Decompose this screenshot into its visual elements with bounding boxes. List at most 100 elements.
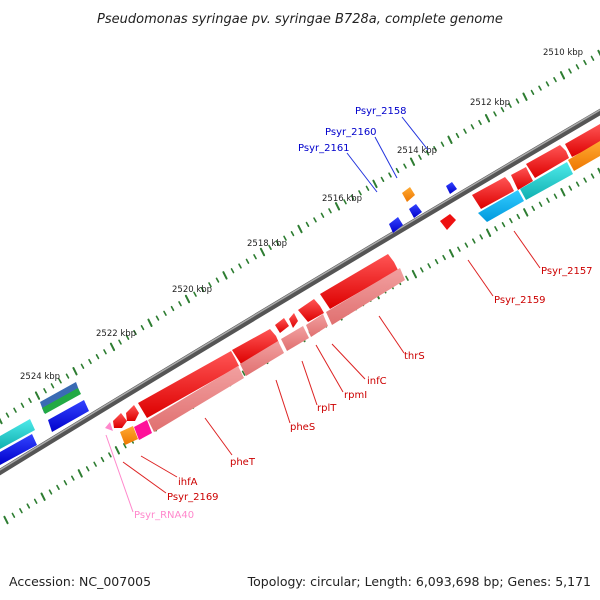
callout-lines bbox=[105, 116, 541, 513]
gene-bar[interactable] bbox=[326, 268, 405, 325]
gene-arrow-psyr-2160[interactable] bbox=[402, 187, 415, 202]
ruler-tick bbox=[283, 235, 287, 241]
ruler-tick bbox=[85, 466, 90, 472]
gene-arrows-reverse-small bbox=[389, 182, 457, 233]
gene-label-rpmI[interactable]: rpmI bbox=[344, 390, 367, 401]
gene-arrow[interactable] bbox=[0, 419, 35, 449]
ruler-tick bbox=[372, 179, 378, 189]
gene-arrow-psyr-2158[interactable] bbox=[446, 182, 457, 194]
ruler-label-2516: 2516 kbp bbox=[322, 194, 362, 204]
gene-label-psyr-2161[interactable]: Psyr_2161 bbox=[298, 143, 350, 154]
gene-label-psyr-2159[interactable]: Psyr_2159 bbox=[494, 295, 546, 306]
ruler-tick bbox=[63, 480, 68, 486]
ruler-tick bbox=[365, 185, 370, 191]
ruler-tick bbox=[546, 197, 550, 203]
ruler-tick bbox=[108, 452, 112, 458]
ruler-tick bbox=[178, 301, 182, 307]
ruler-tick bbox=[486, 228, 492, 237]
ruler-tick bbox=[590, 55, 595, 61]
ruler-tick bbox=[109, 342, 116, 352]
ruler-tick bbox=[463, 128, 467, 134]
gene-bar[interactable] bbox=[120, 426, 138, 445]
gene-arrow[interactable] bbox=[565, 124, 600, 157]
gene-arrow[interactable] bbox=[472, 177, 514, 209]
trna-arrow-psyr-rna40[interactable] bbox=[105, 422, 113, 431]
gene-arrow[interactable] bbox=[568, 141, 600, 171]
gene-arrow[interactable] bbox=[520, 162, 573, 200]
ruler-tick bbox=[334, 202, 341, 211]
ruler-tick bbox=[118, 339, 122, 345]
gene-arrow[interactable] bbox=[48, 400, 89, 432]
ruler-tick bbox=[343, 199, 347, 205]
gene-bar[interactable] bbox=[281, 326, 309, 351]
ruler-tick bbox=[40, 492, 46, 501]
gene-label-psyr-2157[interactable]: Psyr_2157 bbox=[541, 266, 593, 277]
ruler-tick bbox=[464, 242, 469, 248]
gene-label-psyr-rna40[interactable]: Psyr_RNA40 bbox=[134, 510, 194, 521]
gene-arrow-rpmI[interactable] bbox=[289, 313, 298, 328]
ruler-tick bbox=[395, 167, 400, 174]
ruler-tick bbox=[515, 98, 520, 104]
ruler-tick bbox=[253, 254, 257, 260]
ruler-tick bbox=[147, 318, 153, 327]
ruler-tick bbox=[0, 417, 3, 425]
gene-arrow[interactable] bbox=[389, 217, 403, 233]
ruler-tick bbox=[56, 484, 60, 491]
ruler-tick bbox=[405, 275, 409, 281]
gene-arrow[interactable] bbox=[526, 145, 569, 178]
gene-arrow[interactable] bbox=[440, 214, 456, 230]
gene-label-pheS[interactable]: pheS bbox=[290, 422, 315, 433]
gene-arrow[interactable] bbox=[0, 434, 37, 465]
ruler-tick bbox=[33, 498, 38, 504]
gene-arrow-rplT[interactable] bbox=[275, 318, 289, 333]
gene-arrow-infC[interactable] bbox=[298, 299, 324, 322]
gene-arrows-forward-center bbox=[113, 254, 398, 428]
ruler-tick bbox=[140, 324, 145, 331]
gene-arrow[interactable] bbox=[511, 167, 533, 190]
gene-arrow-ihfA[interactable] bbox=[126, 405, 139, 421]
gene-label-psyr-2160[interactable]: Psyr_2160 bbox=[325, 127, 377, 138]
ruler-tick bbox=[290, 231, 295, 237]
ruler-tick bbox=[583, 177, 587, 183]
ruler-tick bbox=[484, 114, 491, 123]
ruler-tick bbox=[71, 475, 75, 481]
gene-label-infC[interactable]: infC bbox=[367, 376, 387, 387]
gene-arrow-pheT[interactable] bbox=[138, 351, 239, 418]
ruler-tick bbox=[48, 489, 53, 495]
gene-label-pheT[interactable]: pheT bbox=[230, 457, 256, 468]
gene-bar[interactable] bbox=[306, 314, 328, 337]
ruler-tick bbox=[409, 157, 416, 166]
gene-bar[interactable] bbox=[134, 420, 152, 440]
ruler-tick bbox=[500, 107, 505, 113]
ruler-tick bbox=[163, 310, 167, 316]
gene-arrow[interactable] bbox=[42, 388, 81, 414]
ruler-tick bbox=[411, 269, 417, 279]
ruler-tick bbox=[425, 150, 430, 156]
ruler-tick bbox=[388, 172, 392, 178]
gene-arrow-psyr-2161[interactable] bbox=[409, 204, 422, 218]
gene-bar[interactable] bbox=[148, 366, 244, 432]
gene-label-psyr-2158[interactable]: Psyr_2158 bbox=[355, 106, 407, 117]
ruler-tick bbox=[208, 282, 212, 288]
ruler-tick bbox=[418, 154, 422, 160]
ruler-tick bbox=[471, 238, 476, 244]
gene-label-rplT[interactable]: rplT bbox=[317, 403, 337, 414]
ruler-tick bbox=[597, 49, 600, 57]
ruler-tick bbox=[184, 294, 191, 304]
gene-label-psyr-2169[interactable]: Psyr_2169 bbox=[167, 492, 219, 503]
gene-bar[interactable] bbox=[240, 341, 284, 376]
ruler-tick bbox=[238, 263, 242, 269]
ruler-tick bbox=[434, 258, 439, 265]
ruler-tick bbox=[28, 397, 32, 404]
ruler-tick bbox=[427, 263, 432, 269]
gene-arrow[interactable] bbox=[478, 190, 524, 222]
ruler-tick bbox=[123, 443, 127, 449]
gene-label-ihfA[interactable]: ihfA bbox=[178, 477, 198, 488]
ruler-tick bbox=[447, 135, 453, 144]
gene-arrow-thrS[interactable] bbox=[320, 254, 398, 309]
ruler-label-2514: 2514 kbp bbox=[397, 146, 437, 156]
ruler-tick bbox=[457, 246, 461, 252]
gene-arrow-pheS[interactable] bbox=[232, 329, 279, 364]
gene-label-thrS[interactable]: thrS bbox=[404, 351, 425, 362]
gene-arrow-psyr-2169[interactable] bbox=[113, 413, 127, 428]
